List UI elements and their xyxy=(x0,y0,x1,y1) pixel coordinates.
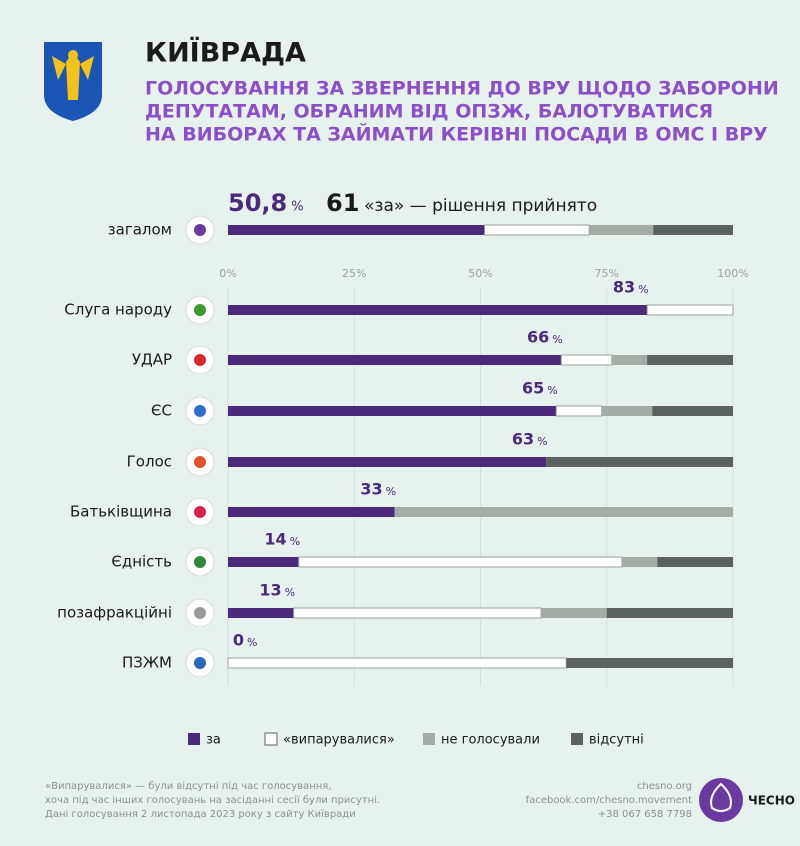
legend-label: не голосували xyxy=(441,733,540,748)
coat-of-arms xyxy=(44,42,102,121)
value-label: 50,8 xyxy=(228,189,287,217)
legend-swatch xyxy=(264,732,278,746)
party-icon-mark xyxy=(194,354,206,366)
bar-segment xyxy=(394,507,733,517)
bar-segment xyxy=(606,608,733,618)
value-unit: % xyxy=(547,384,557,397)
subtitle-line: НА ВИБОРАХ ТА ЗАЙМАТИ КЕРІВНІ ПОСАДИ В О… xyxy=(145,123,768,146)
brand: ЧЕСНО xyxy=(748,794,795,808)
bar-segment xyxy=(652,406,733,416)
bar-segment xyxy=(566,658,733,668)
legend-label: «випарувалися» xyxy=(283,733,395,748)
party-icon-mark xyxy=(194,405,206,417)
value-unit: % xyxy=(386,485,396,498)
bar-segment xyxy=(298,556,623,568)
subtitle-line: ГОЛОСУВАННЯ ЗА ЗВЕРНЕННЯ ДО ВРУ ЩОДО ЗАБ… xyxy=(145,78,779,100)
value-unit: % xyxy=(291,200,303,215)
value-unit: % xyxy=(552,333,562,346)
category-label: Батьківщина xyxy=(70,503,172,521)
bar-segment xyxy=(293,607,542,619)
bar-segment xyxy=(589,225,654,235)
category-label: позафракційні xyxy=(57,604,172,622)
bar-segment xyxy=(657,557,733,567)
value-unit: % xyxy=(537,435,547,448)
x-tick-label: 75% xyxy=(595,267,619,280)
bar-segment xyxy=(228,225,485,235)
category-label: УДАР xyxy=(132,351,172,369)
category-label: Голос xyxy=(127,453,172,471)
party-icon-mark xyxy=(194,556,206,568)
contact: +38 067 658 7798 xyxy=(598,809,692,820)
value-unit: % xyxy=(285,586,295,599)
x-tick-label: 100% xyxy=(717,267,748,280)
legend-swatch xyxy=(188,733,200,745)
party-icon-mark xyxy=(194,224,206,236)
value-label: 66 xyxy=(527,328,549,347)
footnote: хоча під час інших голосувань на засідан… xyxy=(45,794,380,806)
bar-segment xyxy=(653,225,733,235)
legend-swatch xyxy=(423,733,435,745)
value-label: 65 xyxy=(522,379,544,398)
value-unit: % xyxy=(638,283,648,296)
contact: facebook.com/chesno.movement xyxy=(526,795,692,806)
category-label: ЄС xyxy=(151,402,172,420)
bar-segment xyxy=(228,507,395,517)
bar-segment xyxy=(228,457,547,467)
bar-segment xyxy=(227,657,567,669)
x-tick-label: 50% xyxy=(468,267,492,280)
value-label: 0 xyxy=(233,631,244,650)
bar-segment xyxy=(484,224,590,236)
party-icon-mark xyxy=(194,607,206,619)
category-label: загалом xyxy=(108,221,172,239)
bar-segment xyxy=(647,355,733,365)
legend-label: за xyxy=(206,733,221,748)
subtitle-line: ДЕПУТАТАМ, ОБРАНИМ ВІД ОПЗЖ, БАЛОТУВАТИС… xyxy=(145,101,713,123)
value-label: 14 xyxy=(264,530,286,549)
value-unit: % xyxy=(247,636,257,649)
party-icon-mark xyxy=(194,304,206,316)
bar-segment xyxy=(555,405,603,417)
footnote: Дані голосування 2 листопада 2023 року з… xyxy=(45,808,356,820)
value-label: 33 xyxy=(360,480,382,499)
bar-segment xyxy=(228,355,562,365)
value-label: 83 xyxy=(613,278,635,297)
value-label: 13 xyxy=(259,581,281,600)
value-label: 63 xyxy=(512,430,534,449)
bar-segment xyxy=(228,305,648,315)
bar-segment xyxy=(621,557,658,567)
category-label: ПЗЖМ xyxy=(122,654,172,672)
category-label: Єдність xyxy=(111,553,172,571)
brand-logo xyxy=(699,778,743,822)
bar-segment xyxy=(646,304,734,316)
x-tick-label: 25% xyxy=(342,267,366,280)
party-icon-mark xyxy=(194,456,206,468)
value-unit: % xyxy=(290,535,300,548)
footnote: «Випарувалися» — були відсутні під час г… xyxy=(45,780,332,792)
bar-segment xyxy=(228,608,294,618)
bar-segment xyxy=(228,406,557,416)
party-icon-mark xyxy=(194,506,206,518)
contact: chesno.org xyxy=(637,781,692,792)
party-icon-mark xyxy=(194,657,206,669)
title: КИЇВРАДА xyxy=(145,37,306,69)
legend-label: відсутні xyxy=(589,733,644,748)
bar-segment xyxy=(560,354,613,366)
x-tick-label: 0% xyxy=(219,267,236,280)
bar-segment xyxy=(546,457,733,467)
votes-for: 61 xyxy=(326,189,359,217)
legend-swatch xyxy=(571,733,583,745)
result-text: «за» — рішення прийнято xyxy=(364,196,597,216)
bar-segment xyxy=(228,557,299,567)
bar-segment xyxy=(601,406,653,416)
bar-segment xyxy=(611,355,648,365)
bar-segment xyxy=(541,608,607,618)
category-label: Слуга народу xyxy=(64,301,172,319)
